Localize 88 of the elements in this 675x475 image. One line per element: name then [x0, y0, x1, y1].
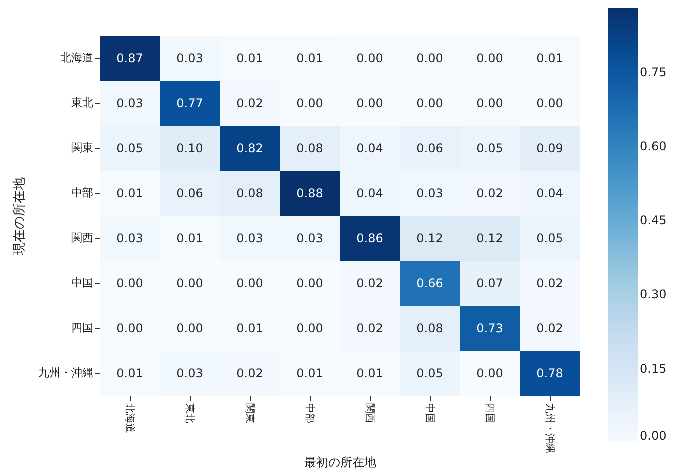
- data-label: 0.00: [356, 52, 384, 66]
- data-label: 0.00: [176, 276, 204, 290]
- x-tick-label: 北海道: [124, 404, 136, 434]
- data-label: 0.00: [116, 322, 144, 336]
- data-label: 0.00: [416, 52, 444, 66]
- color-bar-label: 0.00: [640, 429, 667, 443]
- data-label: 0.03: [296, 232, 324, 246]
- data-label: 0.08: [236, 186, 264, 200]
- data-label: 0.00: [116, 276, 144, 290]
- data-label: 0.09: [536, 142, 564, 156]
- data-label: 0.73: [476, 322, 504, 336]
- data-label: 0.02: [536, 322, 564, 336]
- y-tick-label: 東北: [72, 96, 94, 110]
- y-tick-label: 九州・沖縄: [38, 366, 94, 380]
- data-label: 0.03: [236, 232, 264, 246]
- data-label: 0.04: [356, 142, 384, 156]
- data-label: 0.06: [416, 142, 444, 156]
- x-tick-label: 関西: [364, 404, 375, 424]
- data-label: 0.01: [116, 366, 144, 380]
- data-label: 0.02: [536, 276, 564, 290]
- y-tick-label: 北海道: [60, 52, 94, 64]
- data-label: 0.00: [536, 96, 564, 110]
- data-label: 0.02: [236, 96, 264, 110]
- data-label: 0.01: [116, 186, 144, 200]
- data-label: 0.88: [296, 186, 324, 200]
- data-label: 0.01: [536, 52, 564, 66]
- x-tick-label: 東北: [184, 404, 196, 424]
- data-label: 0.05: [536, 232, 564, 246]
- data-label: 0.01: [296, 366, 324, 380]
- x-axis-title: 最初の所在地: [304, 456, 376, 470]
- data-label: 0.03: [116, 232, 144, 246]
- y-tick-label: 中部: [72, 186, 94, 200]
- data-label: 0.00: [296, 322, 324, 336]
- data-label: 0.01: [176, 232, 204, 246]
- color-bar-label: 0.75: [640, 65, 667, 80]
- data-label: 0.03: [416, 186, 444, 200]
- data-label: 0.82: [236, 142, 264, 156]
- data-label: 0.05: [116, 142, 144, 156]
- x-tick-label: 九州・沖縄: [544, 404, 556, 454]
- data-label: 0.00: [416, 96, 444, 110]
- data-label: 0.03: [176, 366, 204, 380]
- data-label: 0.06: [176, 186, 204, 200]
- data-label: 0.00: [476, 52, 504, 66]
- data-label: 0.86: [356, 232, 384, 246]
- data-label: 0.01: [236, 322, 264, 336]
- data-label: 0.07: [476, 276, 504, 290]
- data-label: 0.66: [416, 276, 444, 290]
- data-label: 0.00: [296, 96, 324, 110]
- y-tick-label: 関東: [72, 142, 94, 154]
- color-bar-label: 0.15: [640, 362, 667, 376]
- data-label: 0.00: [476, 96, 504, 110]
- x-tick-label: 中国: [424, 404, 436, 424]
- data-label: 0.12: [476, 232, 504, 246]
- x-tick-label: 関東: [244, 404, 256, 424]
- data-label: 0.04: [536, 186, 564, 200]
- x-tick-label: 四国: [484, 404, 495, 424]
- data-label: 0.00: [236, 276, 264, 290]
- data-label: 0.02: [356, 276, 384, 290]
- y-axis-title: 現在の所在地: [12, 178, 28, 256]
- data-label: 0.00: [176, 322, 204, 336]
- data-label: 0.01: [236, 52, 264, 66]
- data-label: 0.87: [116, 52, 144, 66]
- data-label: 0.02: [236, 366, 264, 380]
- data-label: 0.77: [176, 96, 204, 110]
- data-label: 0.02: [476, 186, 504, 200]
- data-label: 0.12: [416, 232, 444, 246]
- data-label: 0.05: [416, 366, 444, 380]
- data-label: 0.03: [116, 96, 144, 110]
- y-tick-label: 中国: [72, 276, 94, 290]
- data-label: 0.08: [416, 322, 444, 336]
- data-label: 0.08: [296, 142, 324, 156]
- color-bar-label: 0.30: [640, 288, 667, 302]
- color-bar-label: 0.45: [640, 214, 667, 228]
- data-label: 0.00: [296, 276, 324, 290]
- data-label: 0.05: [476, 142, 504, 156]
- color-bar-label: 0.60: [640, 139, 667, 154]
- y-tick-label: 関西: [72, 232, 94, 244]
- data-label: 0.10: [176, 142, 204, 156]
- data-label: 0.02: [356, 322, 384, 336]
- data-label: 0.03: [176, 52, 204, 66]
- data-label: 0.00: [476, 366, 504, 380]
- data-label: 0.78: [536, 366, 564, 380]
- data-label: 0.01: [356, 366, 384, 380]
- data-label: 0.04: [356, 186, 384, 200]
- y-tick-label: 四国: [72, 322, 94, 334]
- x-tick-label: 中部: [304, 404, 316, 424]
- data-label: 0.00: [356, 96, 384, 110]
- data-label: 0.01: [296, 52, 324, 66]
